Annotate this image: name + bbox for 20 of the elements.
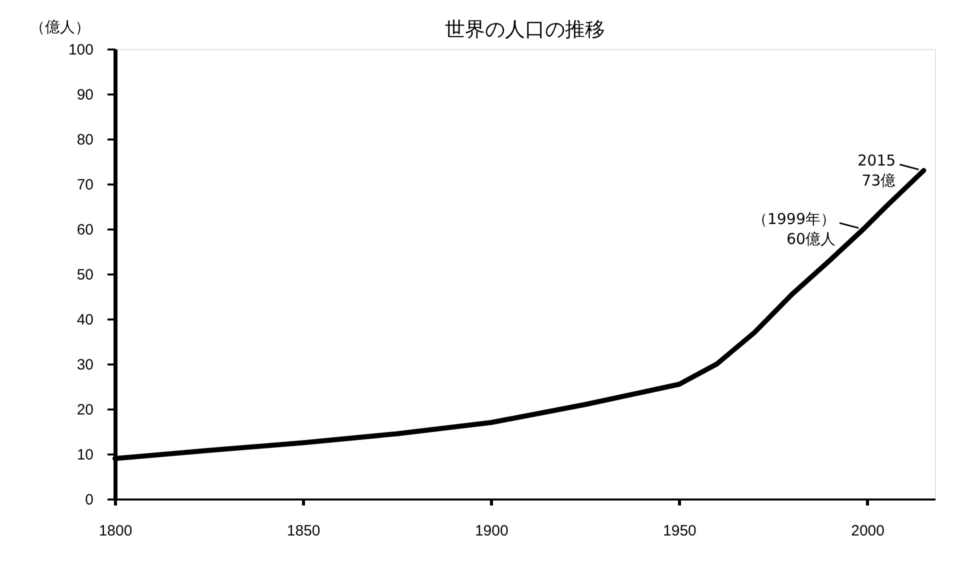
y-tick-label: 20 <box>76 402 94 418</box>
y-tick-label: 60 <box>76 222 94 238</box>
y-axis-title: （億人） <box>30 18 90 36</box>
y-tick-label: 90 <box>76 86 94 104</box>
x-tick-label: 2000 <box>851 522 884 540</box>
annotation: 2015 73億 <box>858 152 896 190</box>
annotation: （1999年） 60億人 <box>752 210 836 248</box>
y-tick-label: 70 <box>76 176 94 194</box>
x-tick-label: 1950 <box>663 522 696 540</box>
y-tick-label: 100 <box>68 42 94 58</box>
x-tick-label: 1900 <box>474 522 508 540</box>
y-tick-label: 50 <box>76 266 94 284</box>
x-tick-label: 1850 <box>286 522 320 540</box>
y-tick-label: 0 <box>85 492 94 508</box>
y-tick-label: 30 <box>76 356 94 374</box>
x-tick-label: 1800 <box>98 522 132 540</box>
y-tick-label: 40 <box>76 312 94 328</box>
y-tick-label: 80 <box>76 132 94 148</box>
y-tick-label: 10 <box>76 446 94 464</box>
chart-title: 世界の人口の推移 <box>445 17 605 41</box>
